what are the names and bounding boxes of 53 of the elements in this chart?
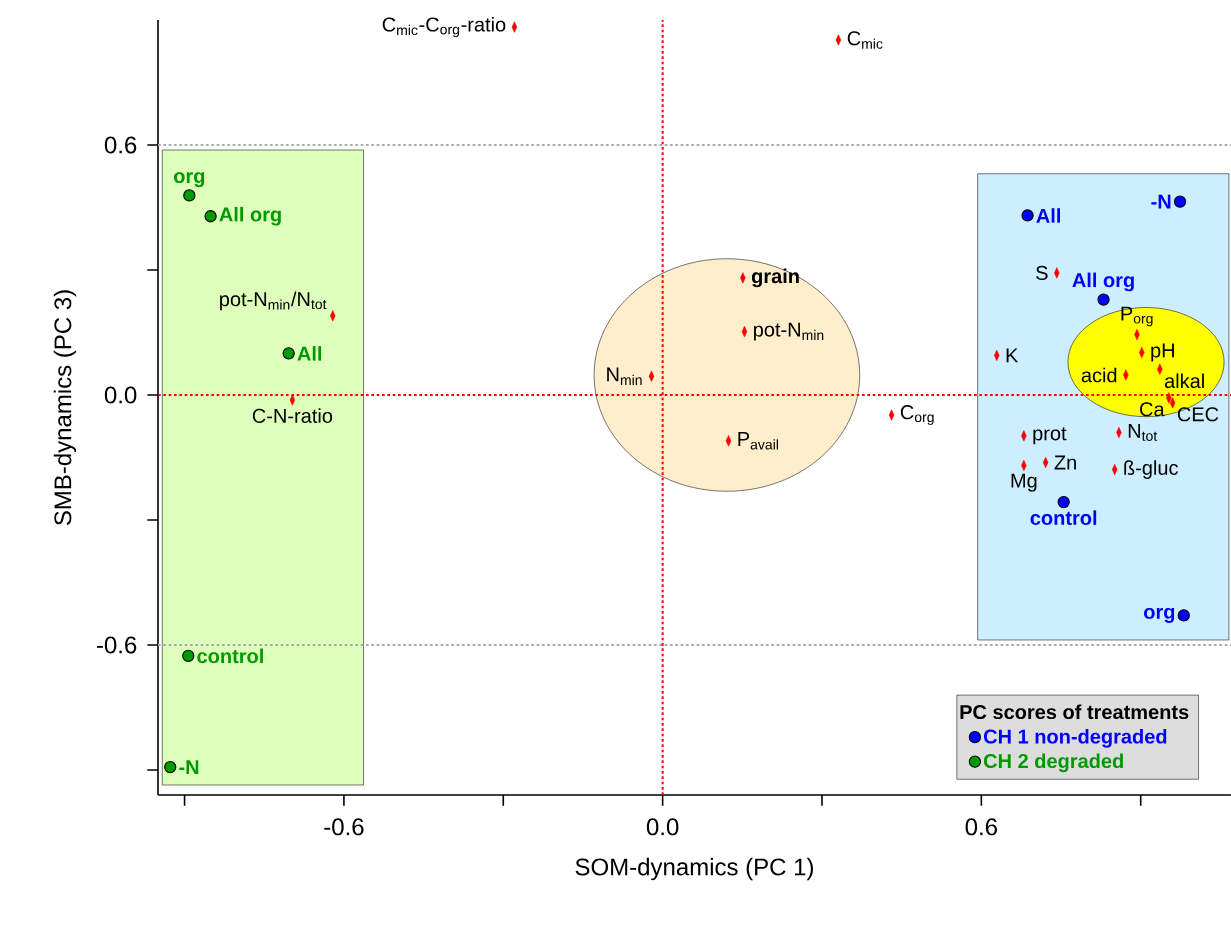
point [1057,495,1070,509]
point [204,210,217,223]
y-tick-label: -0.6 [97,636,137,654]
point [183,189,196,202]
point [1021,209,1034,222]
x-tick-label: 0.6 [965,818,997,836]
annotation: grain [751,268,799,288]
legend-label: CH 2 degraded [983,753,1123,773]
annotation: pot-N$_{min}$/N$_{tot}$ [220,291,327,311]
annotation: All org [1072,272,1134,292]
annotation: P$_{avail}$ [738,432,778,450]
annotation: Ca [1140,402,1165,417]
y-tick-label: 0.6 [104,136,137,154]
y-tick-label: 0.0 [104,386,137,404]
annotation: All [1036,208,1060,223]
annotation: ß-gluc [1124,460,1178,479]
annotation: control [197,648,263,664]
x-tick-label: -0.6 [324,818,364,836]
annotation: prot [1033,427,1067,445]
annotation: C$_{mic}$ [847,31,883,49]
annotation: acid [1081,367,1117,383]
annotation: control [1030,510,1097,526]
annotation: C$_{mic}$-C$_{org}$-ratio [382,16,506,38]
annotation: org [1144,607,1175,623]
annotation: N$_{tot}$ [1128,424,1158,441]
x-axis-title: SOM-dynamics (PC 1) [575,857,813,881]
annotation: pH [1151,343,1174,362]
annotation: Zn [1054,455,1076,470]
legend-label: CH 1 non-degraded [983,728,1167,748]
x-tick-label: 0.0 [646,818,679,836]
annotation: All org [219,206,281,226]
annotation: C$_{org}$ [900,405,934,425]
annotation: -N [179,760,199,774]
annotation: pot-N$_{min}$ [754,322,824,341]
legend-title: PC scores of treatments [960,704,1189,720]
y-axis-title: SMB-dynamics (PC 3) [53,290,77,526]
annotation: alkal [1164,373,1204,389]
annotation: -N [1151,194,1171,209]
annotation: S [1036,265,1048,280]
point [1097,293,1110,306]
annotation: CEC [1177,407,1219,422]
point [282,347,295,360]
point [164,760,177,774]
annotation: org [174,172,205,188]
annotation: K [1006,348,1019,363]
point [1173,195,1187,208]
annotation: P$_{org}$ [1121,306,1153,327]
point [1177,609,1190,622]
annotation: N$_{min}$ [607,367,642,385]
annotation: C-N-ratio [252,408,333,423]
point [182,649,195,662]
annotation: Mg [1011,473,1037,492]
annotation: All [297,346,322,361]
